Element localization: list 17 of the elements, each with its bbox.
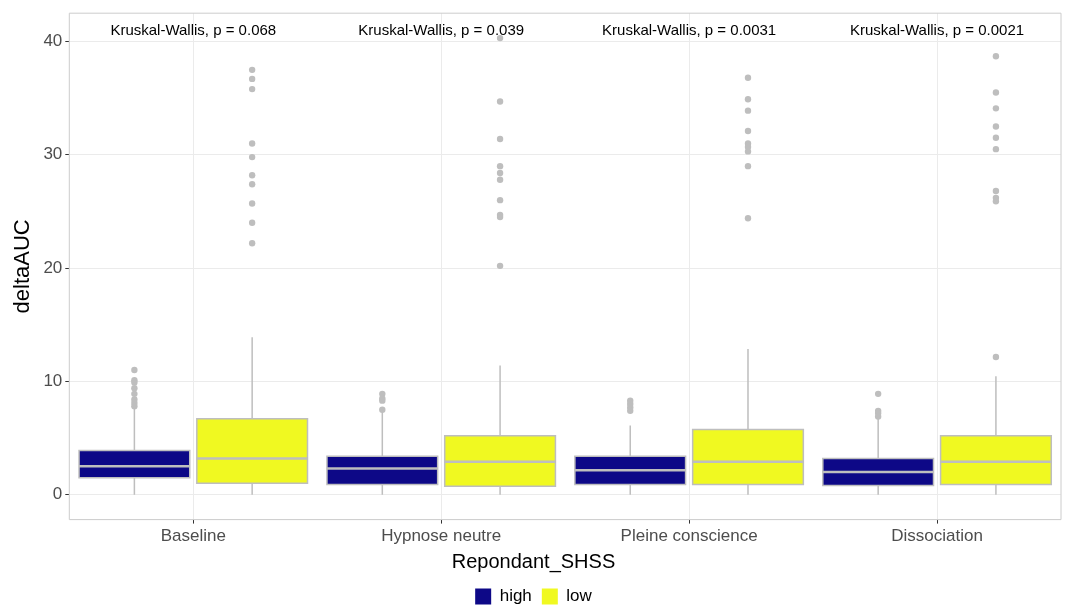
- y-tick-label: 10: [43, 371, 63, 391]
- x-tick-label: Hypnose neutre: [381, 526, 502, 546]
- y-tick-label: 20: [43, 257, 63, 277]
- annotation: Kruskal-Wallis, p = 0.0031: [602, 21, 777, 39]
- y-axis-title: deltaAUC: [9, 219, 35, 314]
- annotation: Kruskal-Wallis, p = 0.0021: [849, 21, 1025, 39]
- x-tick-label: Pleine conscience: [620, 526, 758, 546]
- legend-title: Repondant_SHSS: [451, 549, 616, 573]
- y-tick-label: 40: [43, 31, 63, 51]
- legend-label: low: [566, 586, 593, 606]
- y-tick-label: 0: [52, 484, 63, 504]
- legend-label: high: [499, 586, 532, 606]
- annotation: Kruskal-Wallis, p = 0.039: [358, 21, 525, 39]
- x-tick-label: Baseline: [160, 526, 226, 546]
- x-tick-label: Dissociation: [891, 526, 983, 546]
- y-tick-label: 30: [43, 144, 63, 164]
- annotation: Kruskal-Wallis, p = 0.068: [110, 21, 277, 39]
